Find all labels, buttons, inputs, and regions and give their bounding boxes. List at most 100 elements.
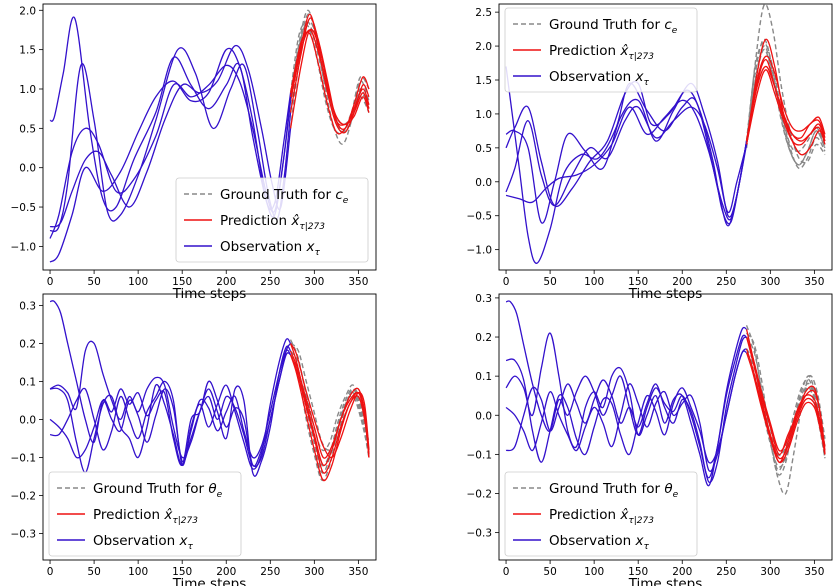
y-tick-label: 0.3: [475, 293, 492, 305]
y-tick-label: −0.5: [11, 202, 37, 214]
legend-label-prediction: Prediction x̂τ|273: [93, 507, 198, 526]
x-tick-label: 100: [128, 276, 148, 288]
x-tick-label: 300: [760, 276, 780, 288]
axes-frame: [498, 3, 833, 271]
plot-area: [505, 300, 826, 496]
legend-label-prediction: Prediction x̂τ|273: [549, 507, 654, 526]
observation-line: [505, 82, 748, 224]
y-tick-label: 0.2: [19, 338, 36, 350]
legend-label-observation: Observation xτ: [549, 533, 650, 552]
x-tick-label: 100: [128, 566, 148, 578]
y-tick-label: −0.1: [11, 452, 37, 464]
prediction-line: [745, 352, 826, 464]
y-tick-label: −0.2: [467, 489, 493, 501]
y-tick-label: 0.5: [475, 143, 492, 155]
legend-label-prediction: Prediction x̂τ|273: [549, 43, 654, 62]
x-tick-label: 50: [87, 276, 100, 288]
legend: Ground Truth for ce Prediction x̂τ|273 Obs…: [504, 7, 698, 93]
panel-bottom-left: 0 50 100 150 200 250 300 350 −0.3 −0.2 −0.1 0.0 0.1 0…: [11, 293, 377, 586]
x-tick-label: 350: [348, 276, 368, 288]
observation-line: [49, 349, 292, 474]
x-axis-label: Time steps: [628, 576, 703, 586]
prediction-line: [289, 28, 370, 129]
y-tick-label: −0.2: [11, 490, 37, 502]
y-tick-label: 1.5: [19, 45, 36, 57]
axes-frame: [42, 3, 377, 271]
y-tick-label: 0.0: [475, 177, 492, 189]
plot-area: [49, 300, 370, 482]
plot-area: [505, 4, 826, 264]
observation-line: [505, 336, 747, 484]
prediction-line: [745, 55, 826, 142]
y-tick-label: 0.5: [19, 123, 36, 135]
x-tick-label: 250: [260, 276, 280, 288]
y-tick-label: 0.0: [19, 163, 36, 175]
observation-line: [49, 340, 292, 477]
x-tick-label: 200: [672, 276, 692, 288]
prediction-line: [289, 354, 370, 474]
y-tick-label: 1.0: [19, 84, 36, 96]
prediction-line: [745, 348, 826, 460]
x-tick-label: 200: [672, 566, 692, 578]
legend: Ground Truth for θe Prediction x̂τ|273 Obs…: [504, 471, 698, 557]
legend-label-ground-truth: Ground Truth for ce: [549, 17, 678, 36]
observation-line: [505, 105, 748, 213]
observation-line: [49, 338, 292, 470]
legend-frame: [504, 7, 698, 93]
y-tick-label: 1.5: [475, 75, 492, 87]
x-tick-label: 250: [260, 566, 280, 578]
x-tick-label: 0: [503, 566, 510, 578]
y-tick-label: −0.3: [467, 528, 493, 540]
x-tick-label: 350: [804, 566, 824, 578]
y-tick-label: −1.0: [467, 245, 493, 257]
x-tick-label: 300: [304, 276, 324, 288]
x-tick-label: 300: [304, 566, 324, 578]
x-tick-label: 200: [216, 566, 236, 578]
y-tick-label: −1.0: [11, 241, 37, 253]
legend-frame: [48, 471, 242, 557]
x-tick-label: 50: [543, 566, 556, 578]
axes-frame: [42, 293, 377, 561]
legend-label-observation: Observation xτ: [549, 69, 650, 88]
observation-line: [505, 300, 747, 479]
x-tick-label: 50: [87, 566, 100, 578]
axes-frame: [498, 293, 833, 561]
y-tick-label: 2.0: [475, 41, 492, 53]
legend-label-observation: Observation xτ: [220, 239, 321, 258]
x-tick-label: 150: [172, 276, 192, 288]
panel-bottom-right: 0 50 100 150 200 250 300 350 −0.3 −0.2 −0.1 0.0 0.1 0…: [467, 293, 833, 586]
y-tick-label: 1.0: [475, 109, 492, 121]
legend-frame: [175, 177, 369, 263]
x-tick-label: 200: [216, 276, 236, 288]
prediction-line: [745, 336, 826, 452]
legend-label-prediction: Prediction x̂τ|273: [220, 213, 325, 232]
ground-truth-line: [745, 4, 826, 164]
y-tick-label: 0.3: [19, 300, 36, 312]
x-tick-label: 250: [716, 566, 736, 578]
observation-line: [49, 44, 292, 228]
x-tick-label: 150: [172, 566, 192, 578]
ground-truth-line: [745, 352, 826, 468]
legend: Ground Truth for θe Prediction x̂τ|273 Obs…: [48, 471, 242, 557]
x-tick-label: 0: [47, 276, 54, 288]
y-tick-label: −0.1: [467, 449, 493, 461]
legend-label-observation: Observation xτ: [93, 533, 194, 552]
legend: Ground Truth for ce Prediction x̂τ|273 Obs…: [175, 177, 369, 263]
legend-label-ground-truth: Ground Truth for θe: [549, 481, 679, 500]
observation-line: [505, 348, 747, 472]
observation-line: [505, 350, 747, 464]
legend-label-ground-truth: Ground Truth for ce: [220, 187, 349, 206]
ground-truth-line: [745, 325, 826, 476]
x-axis-label: Time steps: [172, 576, 247, 586]
panel-top-left: 0 50 100 150 200 250 300 350 −1.0 −0.5 0.0 0.5 1.0 1.…: [11, 3, 377, 302]
prediction-line: [745, 69, 826, 146]
prediction-line: [745, 38, 826, 156]
x-tick-label: 0: [47, 566, 54, 578]
y-tick-label: 0.2: [475, 332, 492, 344]
observation-line: [505, 326, 747, 487]
y-tick-label: 0.0: [475, 410, 492, 422]
x-tick-label: 350: [348, 566, 368, 578]
x-tick-label: 150: [628, 566, 648, 578]
y-tick-label: −0.3: [11, 528, 37, 540]
